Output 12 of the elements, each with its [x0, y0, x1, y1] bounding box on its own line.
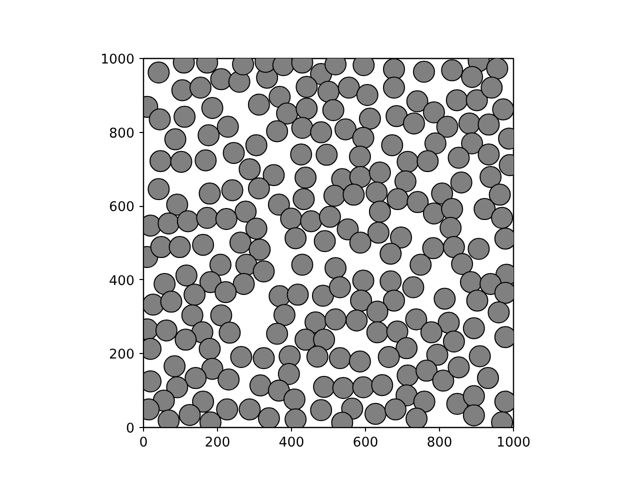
- y-tick-label: 800: [109, 126, 135, 142]
- x-tick-label: 800: [426, 436, 452, 450]
- x-tick-label: 600: [352, 436, 378, 450]
- y-tick-label: 0: [126, 422, 135, 436]
- y-tick-label: 1000: [100, 52, 135, 68]
- x-tick-label: 200: [204, 436, 230, 450]
- x-tick-label: 400: [278, 436, 304, 450]
- x-tick-label: 0: [139, 436, 148, 450]
- y-tick-label: 600: [109, 200, 135, 216]
- y-tick-label: 400: [109, 274, 135, 289]
- x-tick-label: 1000: [496, 436, 530, 450]
- y-tick-label: 200: [109, 348, 135, 363]
